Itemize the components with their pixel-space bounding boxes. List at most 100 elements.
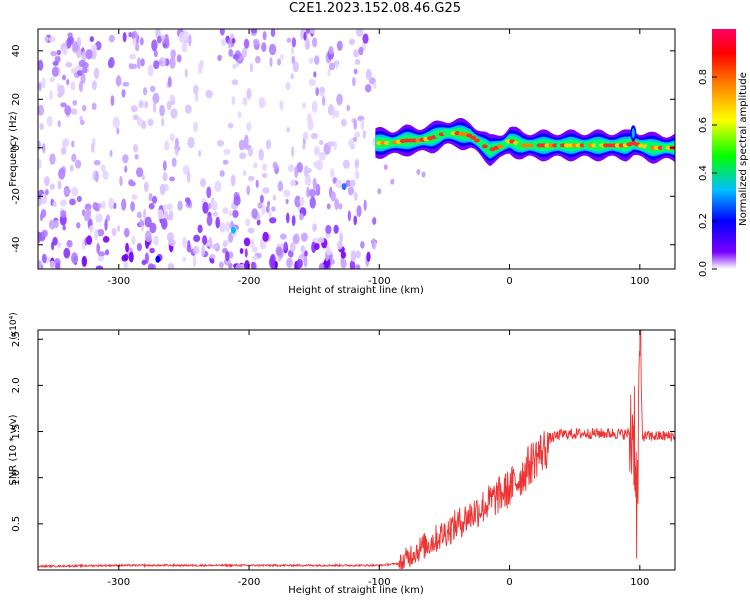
noise-blob <box>128 31 132 38</box>
noise-blob <box>199 178 206 188</box>
noise-blob <box>41 229 48 238</box>
noise-blob <box>219 170 225 177</box>
noise-blob <box>186 197 191 207</box>
noise-blob <box>355 250 361 259</box>
noise-blobs <box>38 29 426 269</box>
noise-blob <box>342 159 350 169</box>
noise-blob <box>58 84 65 96</box>
noise-blob <box>78 59 86 68</box>
noise-blob <box>251 208 258 219</box>
noise-blob <box>93 159 101 166</box>
noise-blob <box>40 193 46 205</box>
noise-blob <box>89 36 94 43</box>
noise-blob <box>186 243 192 253</box>
noise-blob <box>321 96 326 106</box>
noise-blob <box>317 237 325 244</box>
noise-blob <box>244 248 248 258</box>
noise-blob <box>289 242 296 252</box>
noise-blob <box>313 71 317 78</box>
noise-blob <box>258 148 264 161</box>
noise-blob <box>66 78 70 85</box>
noise-blob <box>76 195 82 203</box>
noise-blob <box>313 146 320 156</box>
noise-blob <box>214 180 222 193</box>
noise-blob <box>319 139 324 146</box>
noise-blob <box>166 100 172 111</box>
noise-blob <box>64 105 72 116</box>
noise-blob <box>88 225 94 233</box>
noise-blob <box>355 29 364 37</box>
noise-blob <box>274 260 278 269</box>
noise-blob <box>231 95 236 106</box>
noise-blob <box>41 77 46 89</box>
noise-blob <box>86 235 93 246</box>
snr-line <box>38 330 675 570</box>
noise-blob <box>262 187 270 194</box>
noise-blob <box>277 180 284 192</box>
noise-blob <box>227 43 232 49</box>
noise-blob <box>174 137 179 149</box>
noise-blob <box>348 139 355 148</box>
noise-blob <box>70 108 78 115</box>
noise-blob <box>60 102 67 108</box>
noise-blob <box>148 192 153 202</box>
noise-blob <box>202 201 209 214</box>
noise-blob <box>184 68 188 78</box>
noise-blob <box>285 82 291 91</box>
noise-blob <box>336 40 343 51</box>
noise-blob <box>71 40 79 53</box>
bottom-y-multiplier: (x10⁴) <box>9 312 19 339</box>
noise-blob <box>336 93 343 106</box>
noise-blob <box>91 80 97 91</box>
noise-blob <box>262 231 269 242</box>
colorbar-tick-label: 0.8 <box>698 69 709 85</box>
colorbar-tick-label: 0.2 <box>698 213 709 229</box>
noise-blob <box>312 177 317 190</box>
noise-blob <box>247 227 255 234</box>
noise-blob <box>198 149 202 157</box>
noise-blob <box>280 53 284 60</box>
noise-blob <box>363 199 367 211</box>
noise-blob <box>283 189 291 197</box>
noise-blob <box>123 261 129 269</box>
noise-blob <box>78 80 83 93</box>
noise-blob <box>333 224 339 234</box>
noise-blob <box>355 264 361 269</box>
noise-blob <box>65 61 73 68</box>
noise-blob <box>239 248 244 255</box>
noise-blob <box>261 163 268 171</box>
noise-blob <box>186 171 191 184</box>
noise-blob <box>46 115 53 127</box>
colorbar-ticks: 0.0 0.2 0.4 0.6 0.8 <box>698 69 717 277</box>
noise-blob <box>59 199 67 207</box>
trace-peak <box>481 144 488 149</box>
snr-panel: -300 -200 -100 0 100 0.5 1.0 1.5 2.0 2.5 Height … <box>8 312 676 596</box>
noise-blob <box>181 42 188 53</box>
noise-blob <box>121 198 127 211</box>
noise-blob <box>58 168 66 180</box>
snr-series <box>38 330 675 570</box>
noise-blob <box>140 58 145 67</box>
noise-blob <box>104 249 110 256</box>
x-tick-label: -300 <box>107 577 130 588</box>
noise-blob <box>294 166 299 179</box>
noise-blob <box>309 29 316 35</box>
noise-blob <box>257 201 263 209</box>
noise-blob <box>117 225 121 232</box>
noise-blob <box>279 233 287 240</box>
trace-peak <box>501 142 508 147</box>
noise-blob <box>57 120 61 128</box>
colorbar-label: Normalized spectral amplitude <box>738 72 749 226</box>
noise-blob <box>247 175 255 182</box>
noise-blob <box>206 214 213 227</box>
noise-blob <box>279 100 284 111</box>
noise-blob <box>169 133 175 142</box>
noise-blob <box>168 210 174 221</box>
noise-blob <box>246 88 252 100</box>
noise-blob <box>72 100 78 106</box>
top-x-ticks: -300 -200 -100 0 100 <box>107 29 649 287</box>
noise-blob <box>219 221 226 233</box>
top-y-axis-label: Frequency (Hz) <box>8 111 19 187</box>
noise-blob <box>270 29 276 37</box>
noise-blob <box>340 251 347 259</box>
